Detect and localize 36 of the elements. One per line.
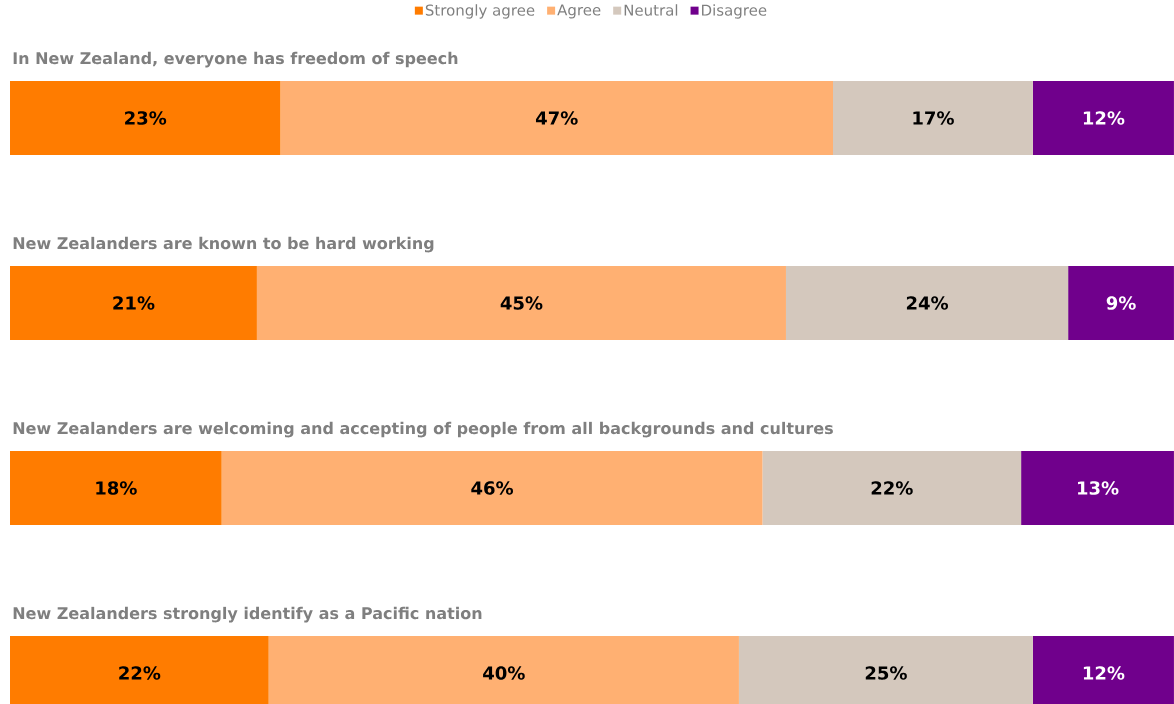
bar: [10, 266, 257, 340]
bar: [1021, 451, 1174, 526]
data-label: 22%: [119, 666, 161, 680]
data-label: 12%: [1083, 666, 1125, 680]
bar: [10, 81, 281, 155]
data-label: 47%: [535, 111, 578, 125]
bar: [785, 266, 1069, 340]
data-label: 25%: [865, 666, 907, 680]
data-label: 18%: [96, 481, 137, 495]
bar: [1068, 266, 1174, 340]
legend-label: Agree: [557, 4, 601, 19]
data-label: 23%: [125, 111, 167, 125]
data-label: 17%: [913, 111, 954, 125]
bar: [256, 266, 786, 340]
data-label: 13%: [1078, 481, 1119, 495]
data-label: 40%: [483, 666, 525, 680]
bar: [10, 451, 222, 526]
y-tick-label: In New Zealand, everyone has freedom of speech: [13, 51, 458, 68]
data-label: 24%: [906, 296, 949, 310]
bar: [280, 81, 833, 155]
data-label: 22%: [871, 481, 913, 495]
bar: [762, 451, 1022, 526]
bar: [833, 81, 1033, 155]
bar: [221, 451, 763, 526]
y-tick-label: New Zealanders strongly identify as a Pacific nation: [13, 606, 482, 623]
bar: [1032, 81, 1174, 155]
data-label: 9%: [1106, 296, 1136, 310]
y-tick-label: New Zealanders are known to be hard working: [13, 236, 434, 253]
legend-label: Strongly agree: [425, 4, 535, 19]
data-label: 21%: [113, 296, 155, 310]
data-label: 45%: [500, 296, 543, 310]
y-tick-label: New Zealanders are welcoming and accepting of people from all backgrounds and cultures: [13, 421, 833, 438]
legend-label: Neutral: [624, 4, 678, 16]
data-label: 46%: [471, 481, 514, 495]
data-label: 12%: [1083, 111, 1125, 125]
legend-label: Disagree: [702, 4, 767, 19]
